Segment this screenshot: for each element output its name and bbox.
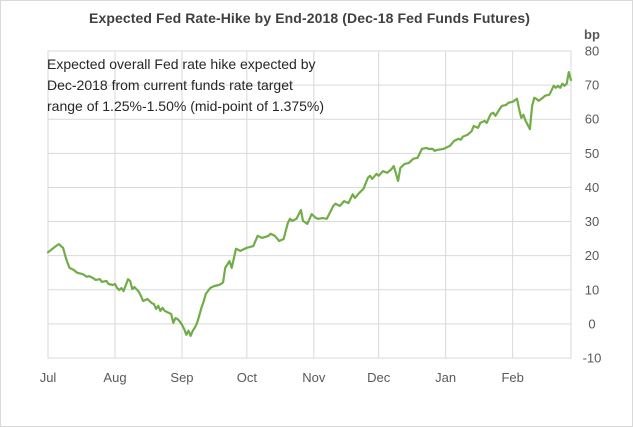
y-tick-label: 40 xyxy=(585,180,599,195)
x-tick-label: Dec xyxy=(367,370,391,385)
x-tick-label: Aug xyxy=(103,370,126,385)
y-tick-label: 70 xyxy=(585,78,599,93)
y-tick-label: 10 xyxy=(585,282,599,297)
x-tick-label: Feb xyxy=(501,370,523,385)
x-tick-label: Nov xyxy=(302,370,326,385)
annotation-line: Expected overall Fed rate hike expected … xyxy=(47,56,316,72)
annotation-line: Dec-2018 from current funds rate target xyxy=(47,77,293,93)
x-tick-label: Oct xyxy=(237,370,258,385)
y-tick-label: 60 xyxy=(585,112,599,127)
series-line xyxy=(46,70,573,337)
y-tick-label: 80 xyxy=(585,44,599,59)
x-tick-label: Jan xyxy=(435,370,456,385)
chart-title: Expected Fed Rate-Hike by End-2018 (Dec-… xyxy=(89,10,530,26)
plot-border xyxy=(47,50,572,359)
y-tick-label: 0 xyxy=(588,316,595,331)
y-axis-unit-label: bp xyxy=(584,27,600,42)
annotation-line: range of 1.25%-1.50% (mid-point of 1.375… xyxy=(47,98,325,114)
y-tick-label: -10 xyxy=(583,351,602,366)
y-tick-label: 50 xyxy=(585,146,599,161)
y-tick-label: 20 xyxy=(585,248,599,263)
annotation-textbox: Expected overall Fed rate hike expected … xyxy=(47,54,324,117)
y-tick-label: 30 xyxy=(585,214,599,229)
x-tick-label: Jul xyxy=(40,370,57,385)
x-tick-label: Sep xyxy=(170,370,193,385)
